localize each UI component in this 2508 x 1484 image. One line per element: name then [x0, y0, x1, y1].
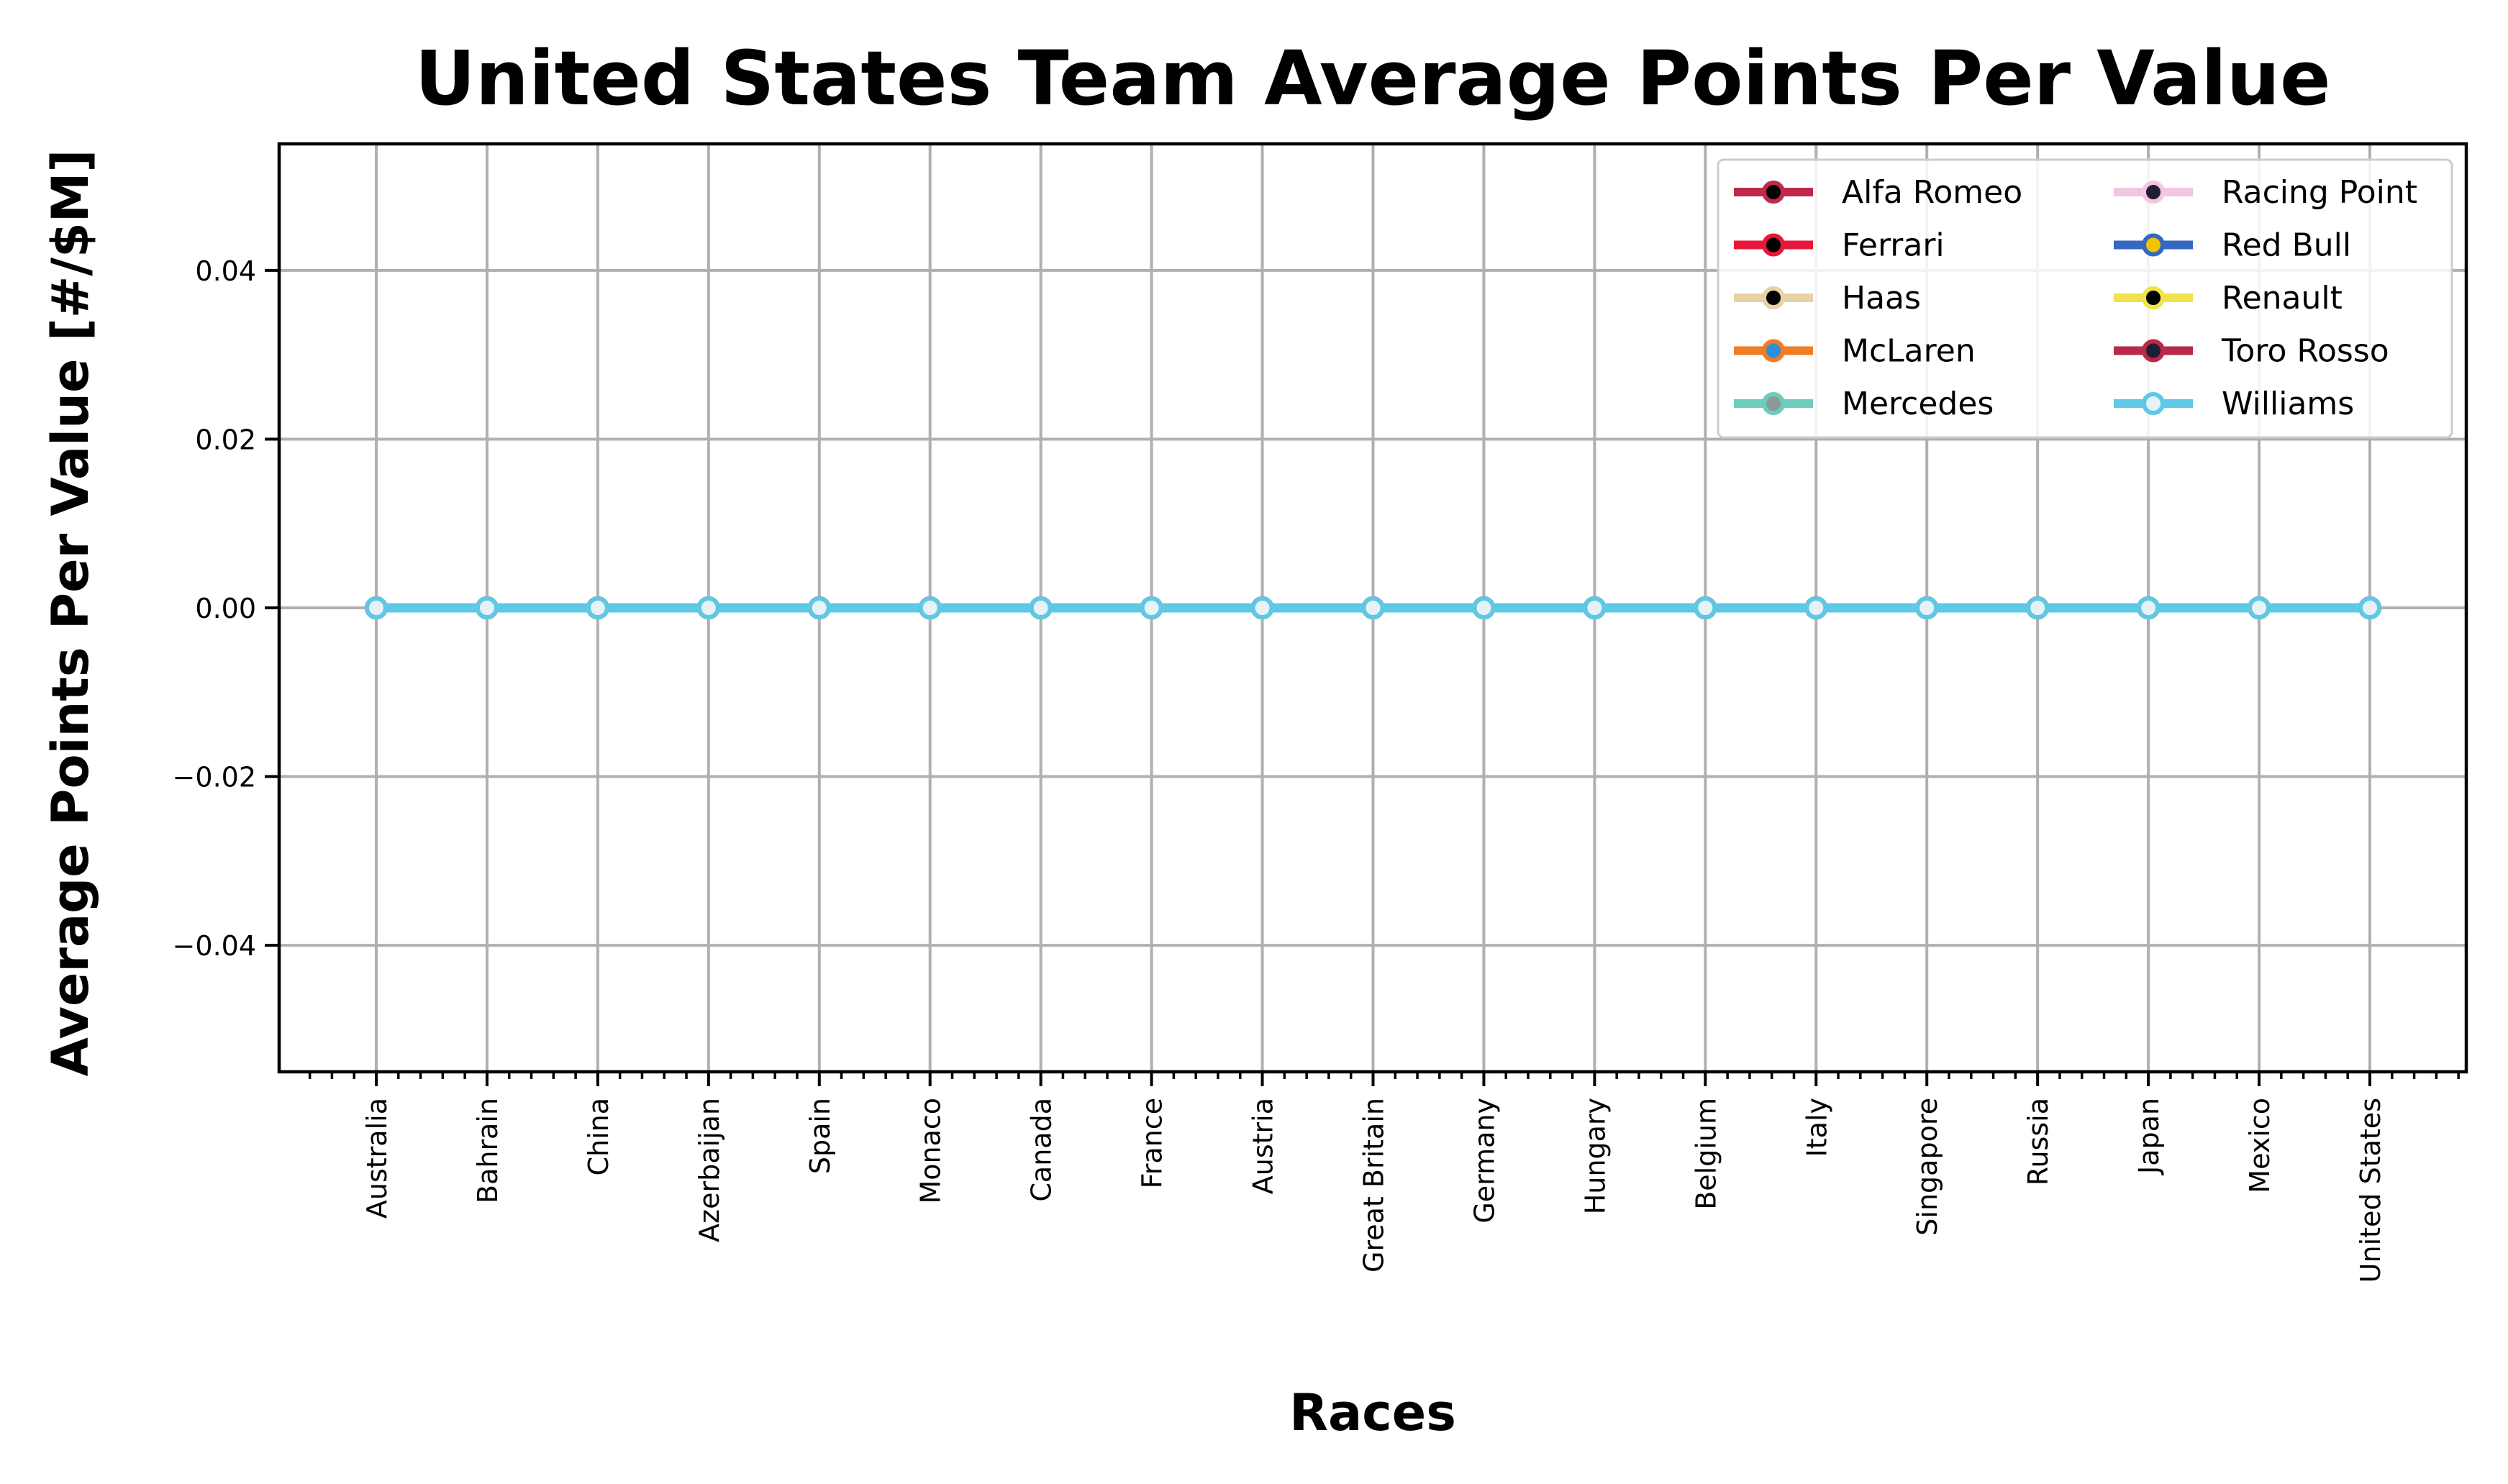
x-tick-label: Canada — [1026, 1098, 1058, 1202]
legend-marker — [2142, 181, 2165, 204]
x-axis-label: Races — [1289, 1383, 1456, 1442]
legend-entry: Toro Rosso — [2114, 333, 2389, 370]
y-tick-label: 0.04 — [195, 255, 256, 287]
legend-box — [1717, 158, 2453, 439]
x-tick-label: Monaco — [915, 1098, 947, 1204]
data-point — [2248, 596, 2271, 619]
data-point — [1140, 596, 1163, 619]
legend-marker — [2142, 339, 2165, 363]
legend-entry: Renault — [2114, 280, 2343, 317]
series-lines — [365, 596, 2381, 619]
data-point — [586, 596, 609, 619]
legend-marker — [1762, 392, 1785, 415]
x-tick-label: Russia — [2022, 1098, 2054, 1185]
data-point — [1029, 596, 1053, 619]
legend-marker — [2142, 392, 2165, 415]
x-tick-label: Germany — [1468, 1098, 1500, 1224]
data-point — [2358, 596, 2381, 619]
data-point — [2026, 596, 2050, 619]
data-point — [918, 596, 942, 619]
y-tick-label: 0.00 — [195, 593, 256, 624]
legend-label: Alfa Romeo — [1842, 174, 2022, 211]
legend-label: Williams — [2222, 386, 2354, 422]
legend-label: Mercedes — [1842, 386, 1994, 422]
legend-entry: Ferrari — [1734, 227, 1945, 264]
y-axis-label: Average Points Per Value [#/$M] — [41, 150, 100, 1077]
x-tick-label: Australia — [361, 1098, 393, 1219]
data-point — [1361, 596, 1385, 619]
x-tick-label: Azerbaijan — [694, 1098, 725, 1242]
x-tick-label: Mexico — [2244, 1098, 2276, 1193]
y-tick-label: −0.04 — [173, 930, 256, 962]
x-tick-label: France — [1137, 1098, 1168, 1188]
data-point — [807, 596, 831, 619]
data-point — [1250, 596, 1274, 619]
x-tick-label: Austria — [1248, 1098, 1279, 1194]
x-tick-label: Japan — [2133, 1098, 2165, 1175]
data-point — [696, 596, 720, 619]
legend-label: Red Bull — [2222, 227, 2351, 264]
data-point — [1804, 596, 1828, 619]
legend-entry: Racing Point — [2114, 174, 2417, 211]
legend-entry: Red Bull — [2114, 227, 2351, 264]
legend: Alfa Romeo Ferrari Haas McLaren Mercedes Raci… — [1717, 158, 2453, 439]
data-point — [2137, 596, 2161, 619]
x-tick-label: Belgium — [1690, 1098, 1722, 1210]
legend-marker — [1762, 233, 1785, 257]
legend-marker — [1762, 286, 1785, 309]
legend-label: McLaren — [1842, 333, 1976, 370]
data-point — [1694, 596, 1717, 619]
legend-label: Toro Rosso — [2221, 333, 2389, 370]
x-tick-label: United States — [2355, 1098, 2386, 1283]
x-tick-label: Singapore — [1912, 1098, 1943, 1236]
x-tick-label: China — [583, 1098, 614, 1176]
x-tick-label: Italy — [1801, 1098, 1832, 1157]
legend-marker — [1762, 339, 1785, 363]
legend-entry: McLaren — [1734, 333, 1976, 370]
y-axis-ticks: −0.04 −0.02 0.00 0.02 0.04 — [173, 255, 279, 962]
series-williams — [365, 596, 2381, 619]
legend-label: Renault — [2222, 280, 2343, 317]
data-point — [1583, 596, 1607, 619]
legend-entry: Alfa Romeo — [1734, 174, 2022, 211]
legend-entry: Haas — [1734, 280, 1921, 317]
legend-marker — [2142, 233, 2165, 257]
legend-marker — [1762, 181, 1785, 204]
data-point — [1472, 596, 1496, 619]
data-point — [475, 596, 499, 619]
legend-label: Racing Point — [2222, 174, 2417, 211]
legend-label: Ferrari — [1842, 227, 1945, 264]
legend-label: Haas — [1842, 280, 1921, 317]
chart-title: United States Team Average Points Per Va… — [414, 35, 2330, 122]
x-tick-label: Bahrain — [472, 1098, 504, 1203]
y-tick-label: 0.02 — [195, 424, 256, 455]
x-tick-label: Great Britain — [1358, 1098, 1390, 1273]
legend-entry: Mercedes — [1734, 386, 1994, 422]
x-tick-label: Spain — [804, 1098, 836, 1174]
data-point — [1915, 596, 1939, 619]
data-point — [365, 596, 388, 619]
y-tick-label: −0.02 — [173, 762, 256, 793]
x-axis-ticks: Australia Bahrain China Azerbaijan Spain Mona… — [308, 1072, 2460, 1283]
x-tick-label: Hungary — [1579, 1098, 1611, 1214]
legend-marker — [2142, 286, 2165, 309]
legend-entry: Williams — [2114, 386, 2354, 422]
